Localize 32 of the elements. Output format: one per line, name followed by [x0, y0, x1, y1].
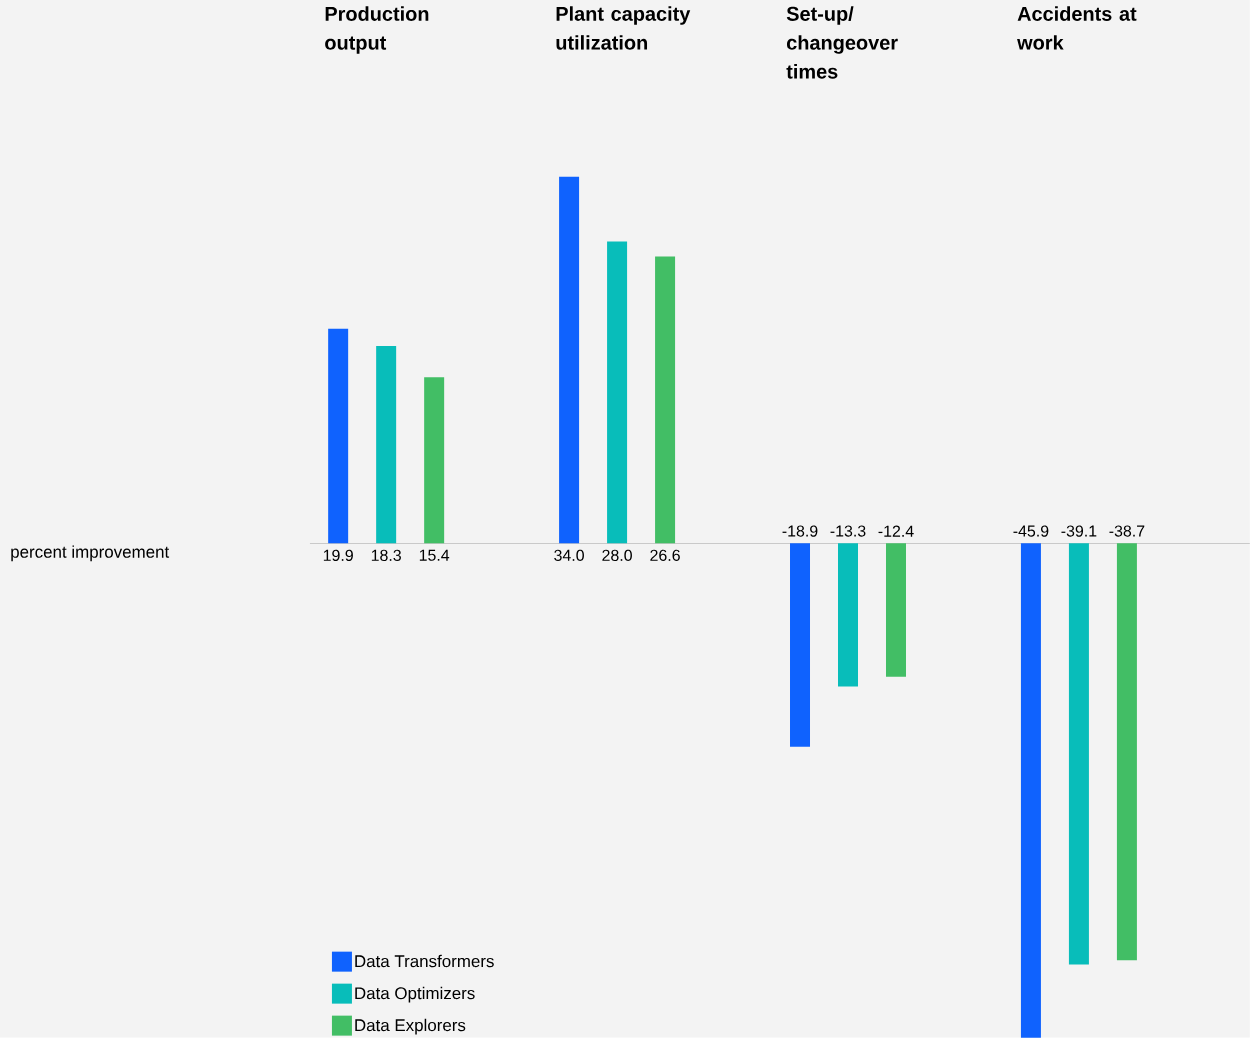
- data-label: 18.3: [371, 549, 401, 562]
- data-label: 19.9: [323, 549, 353, 562]
- data-label: 15.4: [419, 549, 450, 561]
- data-label: 34.0: [554, 549, 584, 562]
- bar: [655, 256, 676, 544]
- bar: [559, 176, 580, 544]
- legend-label: Data Explorers: [355, 1018, 466, 1035]
- legend-label: Data Transformers: [355, 954, 494, 968]
- data-label: -38.7: [1109, 525, 1145, 537]
- text: percent improvement: [11, 545, 170, 562]
- data-label: -13.3: [830, 525, 866, 537]
- bar: [424, 377, 445, 544]
- x-tick-label: Accidents at work: [1017, 6, 1137, 50]
- bar: [1020, 543, 1041, 1038]
- bar: [328, 328, 349, 544]
- bar: [376, 346, 397, 544]
- x-tick-label: Set-up/ changeover times: [786, 6, 898, 79]
- bar: [607, 241, 628, 544]
- x-tick-label: Production output: [325, 6, 429, 54]
- data-label: -12.4: [878, 525, 914, 537]
- x-tick-label: Plant capacity utilization: [556, 6, 691, 50]
- data-label: 26.6: [650, 549, 680, 562]
- legend-label: Data Optimizers: [355, 986, 475, 1003]
- bar: [886, 543, 906, 677]
- data-label: -18.9: [782, 525, 818, 537]
- bar: [838, 543, 858, 687]
- data-label: -45.9: [1013, 525, 1049, 537]
- data-label: 28.0: [602, 549, 632, 562]
- bar: [1116, 543, 1137, 961]
- data-label: -39.1: [1061, 525, 1097, 537]
- bar: [1068, 543, 1089, 965]
- bar: [790, 543, 811, 747]
